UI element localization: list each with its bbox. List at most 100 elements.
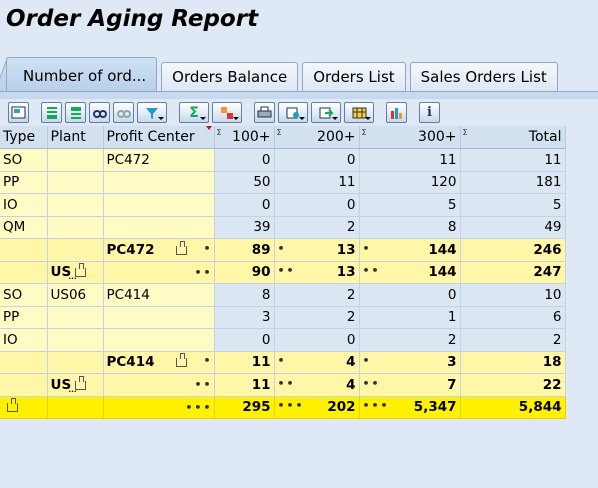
table-row[interactable]: PP 3 2 1 6 (0, 306, 566, 329)
cell-plant[interactable] (47, 171, 104, 194)
cell-c200[interactable]: ••• 202 (274, 396, 360, 419)
cell-total[interactable]: 10 (460, 283, 566, 307)
column-header-300[interactable]: Σ 300+ (359, 126, 461, 149)
cell-total[interactable]: 2 (460, 328, 566, 352)
cell-type[interactable]: PP (0, 306, 48, 329)
cell-type[interactable] (0, 373, 48, 397)
column-header-100[interactable]: Σ 100+ (214, 126, 275, 149)
cell-type[interactable]: SO (0, 283, 48, 307)
cell-c100[interactable]: 39 (214, 216, 275, 239)
column-header-profit-center[interactable]: Profit Center (103, 126, 215, 149)
cell-profit-center[interactable] (103, 193, 215, 217)
table-row[interactable]: IO 0 0 2 2 (0, 328, 566, 352)
cell-plant[interactable] (47, 351, 104, 374)
cell-profit-center[interactable] (103, 216, 215, 239)
details-icon[interactable] (8, 102, 29, 123)
cell-c300[interactable]: •• 7 (359, 373, 461, 397)
cell-total[interactable]: 5 (460, 193, 566, 217)
graphic-icon[interactable] (386, 102, 407, 123)
sort-descending-icon[interactable] (65, 102, 86, 123)
cell-c200[interactable]: •• 4 (274, 373, 360, 397)
cell-total[interactable]: 18 (460, 351, 566, 374)
subtotal-row[interactable]: US••11••4••722 (0, 373, 566, 397)
cell-c300[interactable]: 0 (359, 283, 461, 307)
cell-profit-center[interactable]: PC414 (103, 283, 215, 307)
cell-type[interactable] (0, 396, 48, 419)
cell-plant[interactable]: US (47, 373, 104, 397)
cell-plant[interactable] (47, 148, 104, 172)
cell-c100[interactable]: 11 (214, 351, 275, 374)
column-header-total[interactable]: Σ Total (460, 126, 566, 149)
cell-c100[interactable]: 89 (214, 238, 275, 262)
cell-c200[interactable]: 0 (274, 193, 360, 217)
cell-total[interactable]: 6 (460, 306, 566, 329)
cell-type[interactable]: PP (0, 171, 48, 194)
cell-plant[interactable] (47, 216, 104, 239)
cell-c200[interactable]: 11 (274, 171, 360, 194)
cell-plant[interactable] (47, 238, 104, 262)
cell-c300[interactable]: 11 (359, 148, 461, 172)
cell-total[interactable]: 5,844 (460, 396, 566, 419)
cell-c100[interactable]: 0 (214, 148, 275, 172)
layout-icon[interactable] (344, 102, 374, 123)
cell-plant[interactable] (47, 306, 104, 329)
cell-c100[interactable]: 8 (214, 283, 275, 307)
cell-c300[interactable]: •• 144 (359, 261, 461, 284)
column-header-type[interactable]: Type (0, 126, 48, 149)
cell-type[interactable] (0, 238, 48, 262)
cell-profit-center[interactable]: •• (103, 373, 215, 397)
cell-c300[interactable]: 120 (359, 171, 461, 194)
cell-total[interactable]: 181 (460, 171, 566, 194)
tab-number-of-orders[interactable]: Number of ord... (6, 57, 158, 91)
table-row[interactable]: QM 39 2 8 49 (0, 216, 566, 239)
cell-profit-center[interactable]: PC472 • (103, 238, 215, 262)
cell-profit-center[interactable] (103, 328, 215, 352)
cell-c300[interactable]: 1 (359, 306, 461, 329)
total-icon[interactable]: Σ (179, 102, 209, 123)
column-header-plant[interactable]: Plant (47, 126, 104, 149)
cell-c200[interactable]: 2 (274, 283, 360, 307)
table-row[interactable]: IO 0 0 5 5 (0, 193, 566, 217)
cell-c200[interactable]: •• 13 (274, 261, 360, 284)
cell-total[interactable]: 247 (460, 261, 566, 284)
cell-total[interactable]: 49 (460, 216, 566, 239)
view-icon[interactable] (278, 102, 308, 123)
cell-c300[interactable]: • 3 (359, 351, 461, 374)
cell-total[interactable]: 22 (460, 373, 566, 397)
find-next-icon[interactable] (113, 102, 134, 123)
export-icon[interactable] (311, 102, 341, 123)
cell-type[interactable]: QM (0, 216, 48, 239)
cell-plant[interactable] (47, 193, 104, 217)
cell-c200[interactable]: 0 (274, 148, 360, 172)
cell-type[interactable] (0, 261, 48, 284)
subtotal-row[interactable]: PC472 • 89 • 13 • 144 246 (0, 238, 566, 262)
cell-c300[interactable]: ••• 5,347 (359, 396, 461, 419)
cell-profit-center[interactable]: •• (103, 261, 215, 284)
sort-ascending-icon[interactable] (41, 102, 62, 123)
cell-type[interactable]: SO (0, 148, 48, 172)
cell-profit-center[interactable] (103, 306, 215, 329)
cell-profit-center[interactable] (103, 171, 215, 194)
cell-profit-center[interactable]: PC414 • (103, 351, 215, 374)
cell-c100[interactable]: 0 (214, 193, 275, 217)
cell-c100[interactable]: 3 (214, 306, 275, 329)
cell-c300[interactable]: 5 (359, 193, 461, 217)
cell-total[interactable]: 246 (460, 238, 566, 262)
cell-profit-center[interactable]: PC472 (103, 148, 215, 172)
table-row[interactable]: SO US06 PC414 8 2 0 10 (0, 283, 566, 307)
cell-plant[interactable]: US (47, 261, 104, 284)
table-row[interactable]: SO PC472 0 0 11 11 (0, 148, 566, 172)
cell-c200[interactable]: 2 (274, 306, 360, 329)
info-icon[interactable]: i (419, 102, 440, 123)
cell-c100[interactable]: 11 (214, 373, 275, 397)
subtotal-row[interactable]: PC414 • 11 • 4 • 3 18 (0, 351, 566, 374)
cell-c300[interactable]: 8 (359, 216, 461, 239)
tab-orders-list[interactable]: Orders List (302, 62, 406, 91)
cell-c300[interactable]: 2 (359, 328, 461, 352)
cell-plant[interactable] (47, 396, 104, 419)
cell-plant[interactable]: US06 (47, 283, 104, 307)
cell-c200[interactable]: 2 (274, 216, 360, 239)
cell-c200[interactable]: • 13 (274, 238, 360, 262)
cell-type[interactable]: IO (0, 328, 48, 352)
